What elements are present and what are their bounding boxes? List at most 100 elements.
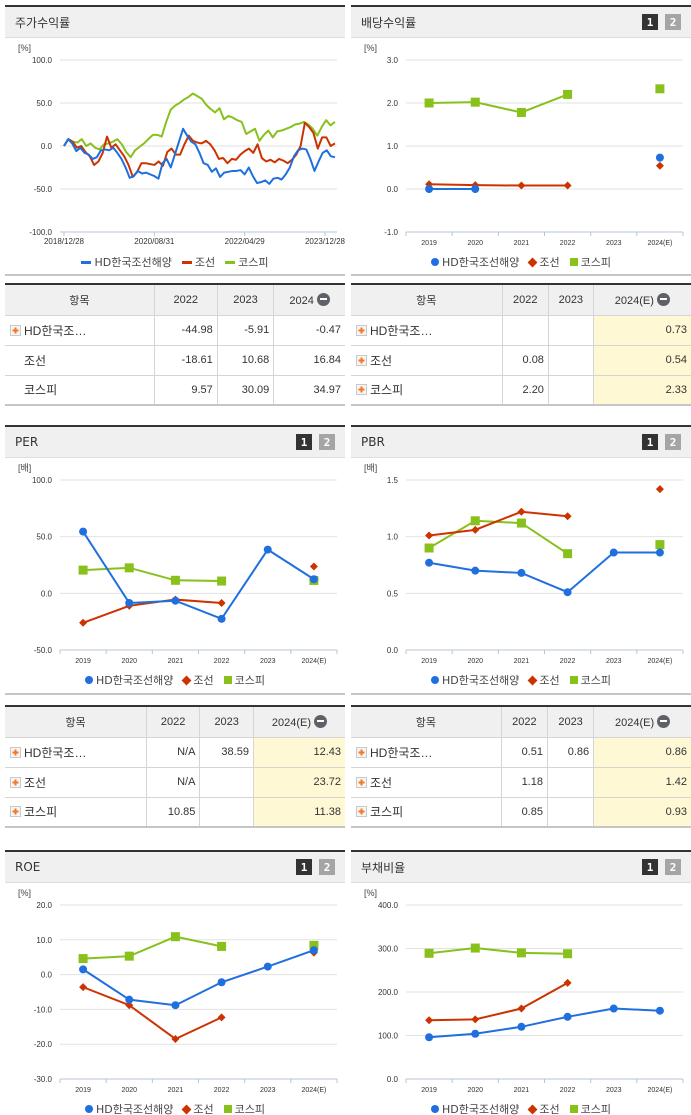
column-header-item: 항목 [5, 284, 155, 316]
page-1-button[interactable]: 1 [296, 859, 312, 875]
expand-plus-icon[interactable] [10, 324, 21, 336]
table-row: HD한국조… -44.98 -5.91 -0.47 [5, 315, 345, 346]
svg-text:[%]: [%] [18, 43, 31, 53]
legend-item[interactable]: 조선 [527, 1101, 560, 1115]
expand-plus-icon[interactable] [10, 776, 21, 788]
legend-item[interactable]: 조선 [527, 672, 560, 688]
cell-value: 0.54 [592, 345, 691, 376]
column-header-item: 항목 [5, 706, 147, 738]
svg-text:2019: 2019 [421, 658, 437, 665]
collapse-minus-icon[interactable] [656, 292, 670, 306]
legend-item[interactable]: 코스피 [223, 672, 266, 688]
expand-plus-icon[interactable] [356, 324, 367, 336]
svg-text:2024(E): 2024(E) [647, 658, 672, 665]
legend-item[interactable]: 코스피 [569, 672, 611, 688]
collapse-minus-icon[interactable] [316, 292, 330, 306]
cell-value: 12.43 [252, 737, 345, 768]
per-table: 항목 2022 2023 2024(E) HD한국조… N/A 38.59 12.43 조선 N/… [5, 705, 345, 828]
legend-item[interactable]: HD한국조선해양 [84, 672, 173, 688]
svg-text:2022: 2022 [560, 658, 576, 665]
expand-plus-icon[interactable] [356, 354, 367, 366]
expand-plus-icon[interactable] [356, 776, 367, 788]
page-1-button[interactable]: 1 [296, 434, 312, 450]
chart-header: PBR 1 2 [351, 427, 691, 458]
legend-label: HD한국조선해양 [94, 256, 172, 269]
stock-return-table: 항목 2022 2023 2024 HD한국조… -44.98 -5.91 -0.47 조선 -1… [5, 283, 345, 406]
expand-plus-icon[interactable] [10, 806, 21, 818]
page-2-button[interactable]: 2 [665, 14, 681, 30]
table-row: 조선 1.18 1.42 [351, 767, 691, 798]
cell-value [199, 797, 254, 827]
svg-text:0.0: 0.0 [387, 1075, 399, 1084]
cell-value: 38.59 [199, 737, 254, 768]
page-2-button[interactable]: 2 [319, 434, 335, 450]
legend-item[interactable]: 조선 [181, 1101, 214, 1115]
chart-pager: 1 2 [642, 434, 681, 450]
page-1-button[interactable]: 1 [642, 14, 658, 30]
chart-title: PER [15, 435, 39, 449]
page-2-button[interactable]: 2 [665, 859, 681, 875]
per-table-panel: 항목 2022 2023 2024(E) HD한국조… N/A 38.59 12.43 조선 N/… [5, 705, 345, 828]
row-label: HD한국조… [351, 315, 503, 346]
page-1-button[interactable]: 1 [642, 434, 658, 450]
row-label: HD한국조… [5, 315, 155, 346]
legend-item[interactable]: HD한국조선해양 [84, 1101, 173, 1115]
expand-plus-icon[interactable] [356, 384, 367, 396]
column-header-item: 항목 [351, 284, 503, 316]
pbr-panel: PBR 1 2 [배] 0.0 0.5 1.0 1.5 2019 2020 2021 2022 2… [351, 425, 691, 695]
svg-text:2021: 2021 [168, 1087, 184, 1094]
svg-text:2021: 2021 [514, 658, 530, 665]
svg-text:2018/12/28: 2018/12/28 [44, 237, 85, 246]
expand-plus-icon[interactable] [10, 746, 21, 758]
page-1-button[interactable]: 1 [642, 859, 658, 875]
legend-item[interactable]: HD한국조선해양 [430, 254, 519, 270]
legend-item[interactable]: HD한국조선해양 [430, 672, 519, 688]
collapse-minus-icon[interactable] [657, 714, 671, 728]
legend-item[interactable]: 코스피 [569, 254, 611, 270]
table-row: 코스피 2.20 2.33 [351, 375, 691, 405]
svg-text:0.5: 0.5 [387, 589, 399, 598]
row-label: 코스피 [351, 375, 502, 405]
legend-item[interactable]: 조선 [527, 254, 560, 270]
svg-text:[배]: [배] [18, 463, 31, 473]
svg-text:50.0: 50.0 [36, 99, 52, 108]
legend-label: 코스피 [234, 674, 266, 687]
svg-text:10.0: 10.0 [36, 936, 52, 945]
cell-value: 0.85 [500, 797, 548, 827]
chart-legend: HD한국조선해양 조선 코스피 [5, 672, 345, 688]
column-header-2022: 2022 [500, 706, 548, 738]
chart-legend: HD한국조선해양 조선 코스피 [351, 672, 691, 688]
column-header-2024: 2024 [273, 284, 345, 316]
cell-value: 23.72 [252, 767, 345, 798]
chart-header: 부채비율 1 2 [351, 852, 691, 883]
svg-text:2024(E): 2024(E) [647, 1087, 672, 1094]
legend-label: 조선 [193, 1103, 214, 1115]
chart-plot: [%] -100.0 -50.0 0.0 50.0 100.0 2018/12/28 2020… [5, 38, 346, 254]
svg-text:-1.0: -1.0 [384, 228, 398, 237]
chart-title: 배당수익률 [361, 15, 417, 30]
svg-text:2023: 2023 [606, 1087, 622, 1094]
legend-item[interactable]: 조선 [181, 254, 215, 270]
legend-item[interactable]: 코스피 [223, 1101, 265, 1115]
svg-text:2.0: 2.0 [387, 99, 399, 108]
legend-item[interactable]: HD한국조선해양 [430, 1101, 520, 1115]
legend-item[interactable]: 코스피 [225, 254, 269, 270]
stock-return-chart: 주가수익률 [%] -100.0 -50.0 0.0 50.0 100.0 2018/12/… [5, 5, 346, 276]
expand-plus-icon[interactable] [356, 806, 367, 818]
collapse-minus-icon[interactable] [314, 714, 328, 728]
cell-value: N/A [145, 737, 200, 768]
page-2-button[interactable]: 2 [319, 859, 335, 875]
page-2-button[interactable]: 2 [665, 434, 681, 450]
svg-text:-100.0: -100.0 [29, 228, 52, 237]
legend-item[interactable]: 코스피 [569, 1101, 611, 1115]
circle-marker-icon [430, 1105, 439, 1113]
expand-plus-icon[interactable] [356, 746, 367, 758]
legend-label: HD한국조선해양 [441, 1103, 520, 1115]
chart-pager: 1 2 [296, 434, 335, 450]
chart-header: 주가수익률 [5, 7, 345, 38]
legend-item[interactable]: HD한국조선해양 [81, 254, 172, 270]
svg-text:2019: 2019 [421, 1087, 437, 1094]
svg-text:2020: 2020 [467, 658, 483, 665]
cell-value: 34.97 [273, 375, 345, 405]
legend-item[interactable]: 조선 [181, 672, 214, 688]
